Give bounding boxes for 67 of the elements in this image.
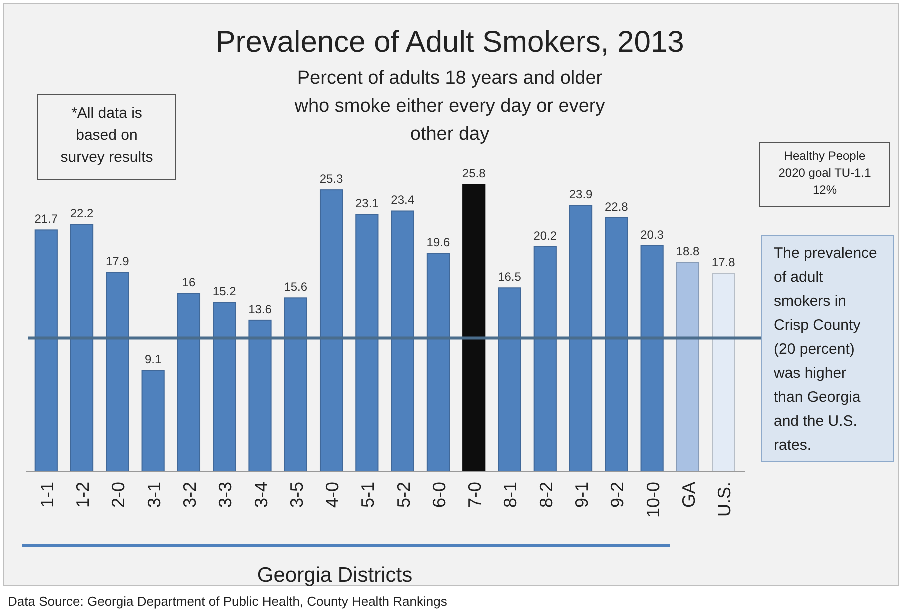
- x-tick-label: 3-4: [251, 482, 272, 508]
- x-tick-label: 10-0: [643, 482, 664, 518]
- data-label: 23.9: [569, 188, 594, 202]
- x-tick-label: 9-2: [608, 482, 628, 508]
- data-label: 22.2: [70, 206, 94, 221]
- x-tick-label: 6-0: [429, 482, 450, 508]
- data-label: 17.9: [106, 254, 130, 269]
- x-tick-label: 3-3: [216, 482, 236, 508]
- bar: [284, 298, 308, 472]
- text: *All data is based on survey results: [60, 105, 154, 166]
- bar: [676, 262, 700, 472]
- x-tick-label: GA: [678, 482, 699, 508]
- bar: [462, 184, 486, 472]
- x-tick-label: 8-2: [536, 482, 556, 508]
- data-label: 23.4: [391, 193, 415, 208]
- bar: [177, 293, 201, 472]
- bar: [320, 190, 344, 472]
- bar: [640, 245, 664, 472]
- x-axis-title: Georgia Districts: [257, 564, 413, 587]
- data-label: 18.8: [676, 244, 700, 259]
- x-tick-label: 9-1: [572, 482, 592, 508]
- source-note: Data Source: Georgia Department of Public Health, County Health Rankings: [8, 594, 448, 609]
- bar: [391, 210, 414, 472]
- bar: [248, 320, 272, 472]
- data-label: 16.5: [498, 270, 522, 284]
- x-tick-label: 1-1: [37, 482, 58, 508]
- data-label: 20.3: [640, 228, 664, 242]
- bar: [712, 273, 736, 472]
- x-tick-label: U.S.: [714, 482, 735, 518]
- x-tick-label: 2-0: [108, 482, 129, 508]
- chart-title: Prevalence of Adult Smokers, 2013: [216, 26, 684, 59]
- bar: [70, 224, 94, 472]
- text: The prevalence of adult smokers in Crisp County (20 percent) was higher than Georgia and the U.S. rates.: [774, 245, 878, 454]
- bar: [213, 302, 236, 472]
- x-tick-label: 5-1: [358, 482, 378, 508]
- data-label: 9.1: [144, 352, 162, 367]
- x-tick-label: 1-2: [73, 482, 94, 508]
- x-tick-label: 3-1: [144, 482, 164, 508]
- x-tick-label: 3-2: [180, 482, 200, 508]
- data-label: 15.6: [284, 280, 308, 294]
- x-tick-label: 5-2: [394, 482, 414, 508]
- bar: [34, 230, 58, 472]
- x-tick-label: 4-0: [322, 482, 343, 508]
- data-label: 17.8: [712, 256, 736, 270]
- data-label: 20.2: [534, 228, 558, 243]
- data-label: 21.7: [34, 212, 58, 226]
- data-label: 23.1: [356, 196, 380, 211]
- bar: [142, 370, 165, 472]
- data-label: 15.2: [212, 284, 237, 299]
- bar: [534, 246, 557, 472]
- bar: [605, 217, 628, 472]
- bar: [106, 272, 130, 472]
- x-tick-label: 8-1: [500, 482, 521, 508]
- data-label: 13.6: [248, 302, 272, 316]
- data-label: 25.8: [462, 166, 486, 180]
- data-label: 19.6: [426, 236, 450, 250]
- text: Healthy People 2020 goal TU-1.1 12%: [778, 149, 872, 197]
- bar: [569, 205, 593, 472]
- chart-subtitle: Percent of adults 18 years and older who smoke either every day or every other day: [294, 68, 606, 145]
- bar: [498, 288, 522, 472]
- data-label: 25.3: [320, 172, 344, 186]
- x-tick-label: 3-5: [286, 482, 307, 508]
- bar: [426, 253, 450, 472]
- data-label: 16: [182, 276, 196, 290]
- data-label: 22.8: [604, 200, 629, 214]
- bar: [356, 214, 379, 472]
- x-tick-label: 7-0: [465, 482, 486, 508]
